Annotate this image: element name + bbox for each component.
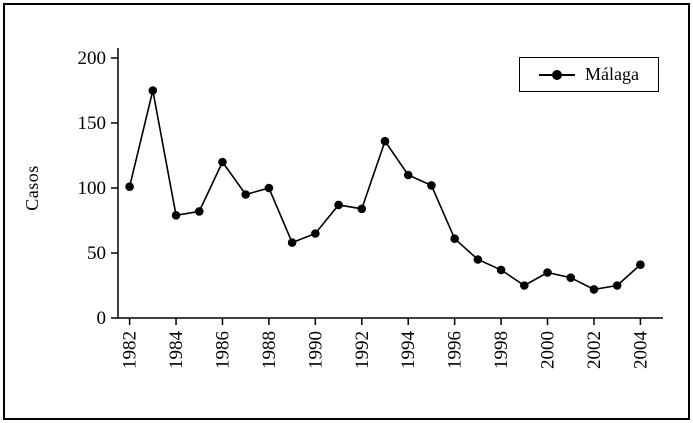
y-tick-label: 200 <box>78 48 107 69</box>
data-point <box>125 182 134 191</box>
legend: Málaga <box>519 57 659 92</box>
y-tick-label: 100 <box>78 178 107 199</box>
data-point <box>566 273 576 283</box>
x-tick-label: 1996 <box>445 331 466 369</box>
legend-sample <box>539 69 575 80</box>
data-point <box>357 204 367 214</box>
y-tick-label: 50 <box>87 243 106 264</box>
legend-marker-icon <box>552 69 562 80</box>
x-tick-label: 2000 <box>538 331 559 369</box>
data-point <box>148 86 158 95</box>
x-tick-label: 1986 <box>212 331 233 369</box>
x-tick-label: 2002 <box>584 331 605 369</box>
data-point <box>171 211 181 220</box>
x-tick-label: 1990 <box>305 331 326 369</box>
x-tick-label: 2004 <box>630 331 651 370</box>
data-point <box>380 136 390 146</box>
data-point <box>450 234 459 243</box>
y-axis-label: Casos <box>22 165 42 211</box>
data-point <box>194 207 204 216</box>
data-point <box>543 268 552 277</box>
data-point <box>520 281 529 290</box>
data-point <box>311 229 320 238</box>
data-point <box>636 260 645 270</box>
data-point <box>403 170 413 180</box>
data-point <box>496 265 506 275</box>
data-point <box>473 255 483 264</box>
data-point <box>218 157 227 167</box>
x-tick-label: 1984 <box>166 331 187 370</box>
x-tick-label: 1994 <box>398 331 419 370</box>
data-point <box>241 190 250 199</box>
x-tick-label: 1992 <box>352 331 373 369</box>
data-point <box>334 200 343 210</box>
data-point <box>589 285 599 294</box>
series-line <box>128 90 641 291</box>
x-tick-label: 1988 <box>259 331 280 369</box>
legend-label: Málaga <box>585 64 639 84</box>
y-tick-label: 150 <box>78 113 107 134</box>
x-tick-label: 1998 <box>491 331 512 369</box>
x-tick-label: 1982 <box>120 331 141 369</box>
data-point <box>287 238 297 247</box>
data-point <box>612 281 622 290</box>
data-point <box>427 181 436 190</box>
y-tick-label: 0 <box>97 308 107 329</box>
data-point <box>264 183 274 193</box>
